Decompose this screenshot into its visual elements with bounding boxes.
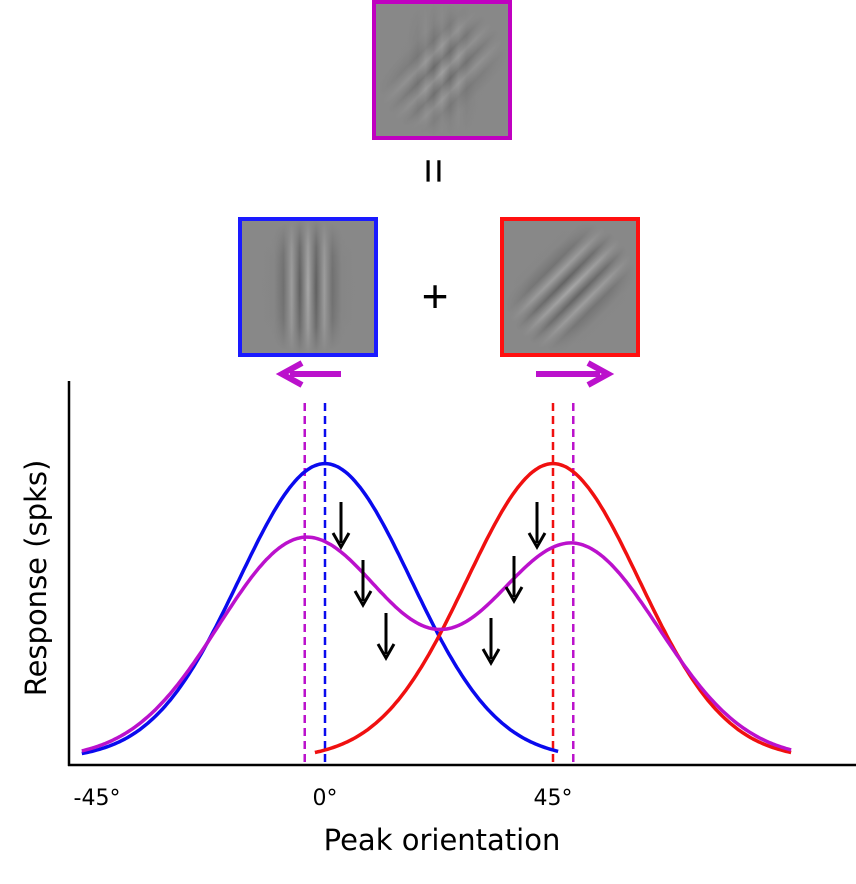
suppression-arrow [504,556,524,605]
x-axis-title: Peak orientation [324,823,561,857]
right-shift-arrow [536,360,615,388]
tuning-curve-plot: -45° 0° 45° Peak orientation Response (spk… [19,381,856,857]
left-shift-arrow [275,360,341,388]
compound-stimulus [372,0,512,140]
suppression-arrows [331,502,547,667]
blue-tuning-curve [81,461,559,756]
x-tick-label: 45° [534,786,573,811]
x-tick-label: 0° [313,786,338,811]
equals-sign: = [409,158,458,184]
vertical-grating-stimulus [238,217,378,357]
suppression-arrow [353,560,373,609]
y-axis-title: Response (spks) [19,460,53,697]
red-tuning-curve [314,461,792,755]
x-tick-label: -45° [74,786,121,811]
oblique-stimulus-border [500,217,640,357]
plus-sign: + [422,270,449,322]
suppression-arrow [481,618,501,667]
suppression-arrow [527,502,547,551]
axes [67,381,856,767]
suppression-arrow [376,613,396,662]
vertical-stimulus-border [238,217,378,357]
dashed-markers-layer [303,403,575,764]
tuning-curves-layer [81,461,792,756]
suppression-arrow [331,502,351,551]
magenta-compound-curve [81,535,792,753]
oblique-grating-stimulus [500,217,640,357]
x-tick-labels: -45° 0° 45° [74,786,573,811]
compound-stimulus-border [372,0,512,140]
